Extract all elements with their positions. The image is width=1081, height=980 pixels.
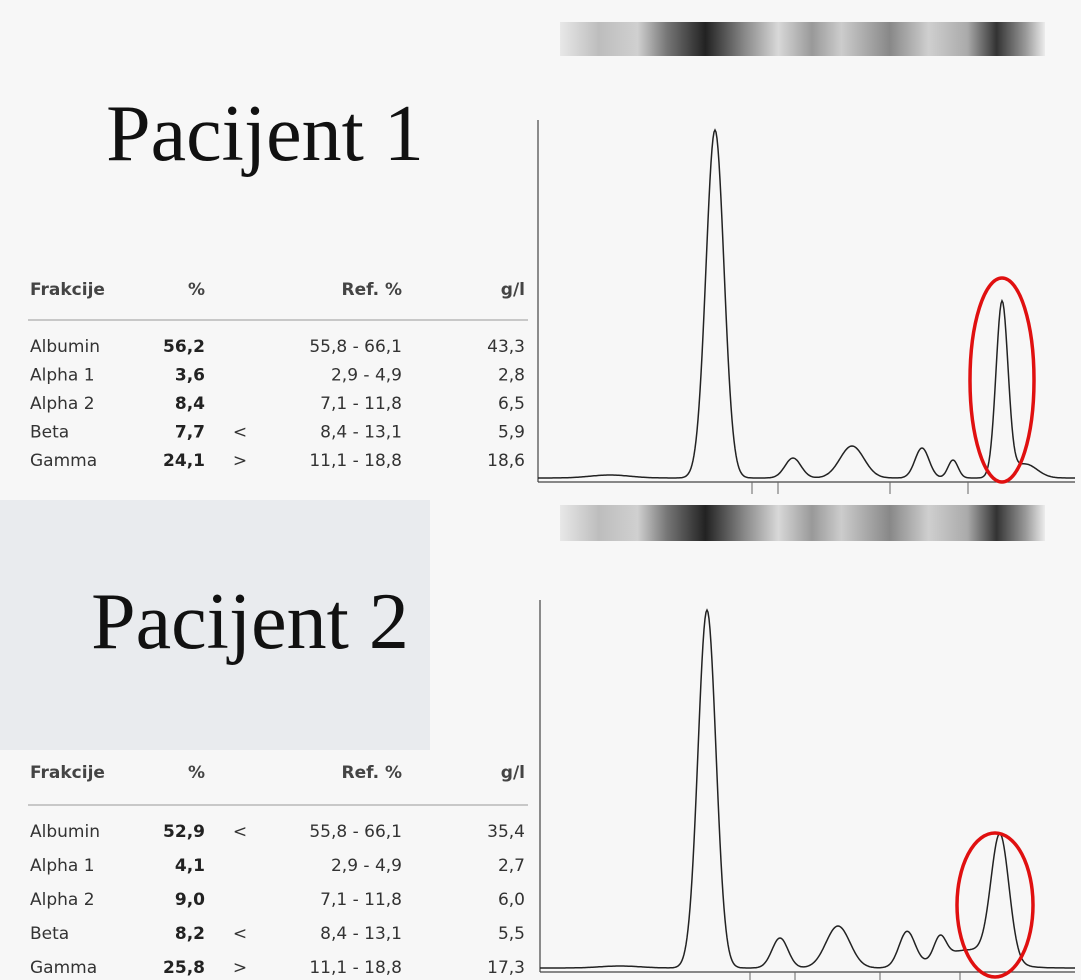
table-cell: 18,6 <box>487 451 525 471</box>
table-cell: Alpha 2 <box>30 394 95 414</box>
table-cell: > <box>233 958 247 978</box>
table-cell: 2,9 - 4,9 <box>331 856 402 876</box>
table-cell: 8,4 <box>175 394 205 414</box>
table-cell: 5,9 <box>498 423 525 443</box>
table-cell: 56,2 <box>163 337 205 357</box>
table-cell: Beta <box>30 423 69 443</box>
column-header: % <box>188 763 205 783</box>
table-cell: Alpha 1 <box>30 366 95 386</box>
table-cell: Alpha 2 <box>30 890 95 910</box>
patient-title: Pacijent 1 <box>106 90 424 178</box>
column-header: g/l <box>501 763 525 783</box>
table-cell: 24,1 <box>163 451 205 471</box>
content: Pacijent 1 Frakcije% Ref. % g/l Albumin 56,2 5… <box>28 90 1075 980</box>
table-cell: Beta <box>30 924 69 944</box>
table-cell: 2,8 <box>498 366 525 386</box>
table-cell: 5,5 <box>498 924 525 944</box>
column-header: Frakcije <box>30 763 105 783</box>
highlight <box>955 831 1035 979</box>
table-cell: 6,5 <box>498 394 525 414</box>
table-cell: 17,3 <box>487 958 525 978</box>
column-header: g/l <box>501 280 525 300</box>
table-cell: < <box>233 822 247 842</box>
trace <box>538 128 1075 479</box>
table-cell: 2,9 - 4,9 <box>331 366 402 386</box>
table-cell: 7,1 - 11,8 <box>320 890 402 910</box>
table-cell: Alpha 1 <box>30 856 95 876</box>
table-cell: 8,4 - 13,1 <box>320 423 402 443</box>
table-cell: 2,7 <box>498 856 525 876</box>
highlight <box>968 276 1036 484</box>
table-cell: 6,0 <box>498 890 525 910</box>
table-cell: 55,8 - 66,1 <box>309 337 402 357</box>
table-cell: 7,1 - 11,8 <box>320 394 402 414</box>
column-header: Frakcije <box>30 280 105 300</box>
table-cell: Gamma <box>30 451 97 471</box>
column-header: Ref. % <box>342 763 403 783</box>
table-cell: Gamma <box>30 958 97 978</box>
table-cell: 4,1 <box>175 856 205 876</box>
table-cell: 52,9 <box>163 822 205 842</box>
gel-band <box>560 22 1045 56</box>
table-cell: < <box>233 423 247 443</box>
trace <box>540 608 1075 969</box>
table-cell: < <box>233 924 247 944</box>
table-cell: 8,2 <box>175 924 205 944</box>
table-cell: 11,1 - 18,8 <box>309 958 402 978</box>
table-cell: Albumin <box>30 822 100 842</box>
table-cell: 8,4 - 13,1 <box>320 924 402 944</box>
column-header: % <box>188 280 205 300</box>
table-cell: 43,3 <box>487 337 525 357</box>
table-cell: 9,0 <box>175 890 205 910</box>
column-header: Ref. % <box>342 280 403 300</box>
table-cell: 35,4 <box>487 822 525 842</box>
table-cell: 3,6 <box>175 366 205 386</box>
table-cell: > <box>233 451 247 471</box>
shade <box>0 500 430 750</box>
table-cell: Albumin <box>30 337 100 357</box>
patient-title: Pacijent 2 <box>91 578 409 666</box>
table-cell: 11,1 - 18,8 <box>309 451 402 471</box>
gel-band <box>560 505 1045 541</box>
table-cell: 55,8 - 66,1 <box>309 822 402 842</box>
table-cell: 7,7 <box>175 423 205 443</box>
table-cell: 25,8 <box>163 958 205 978</box>
